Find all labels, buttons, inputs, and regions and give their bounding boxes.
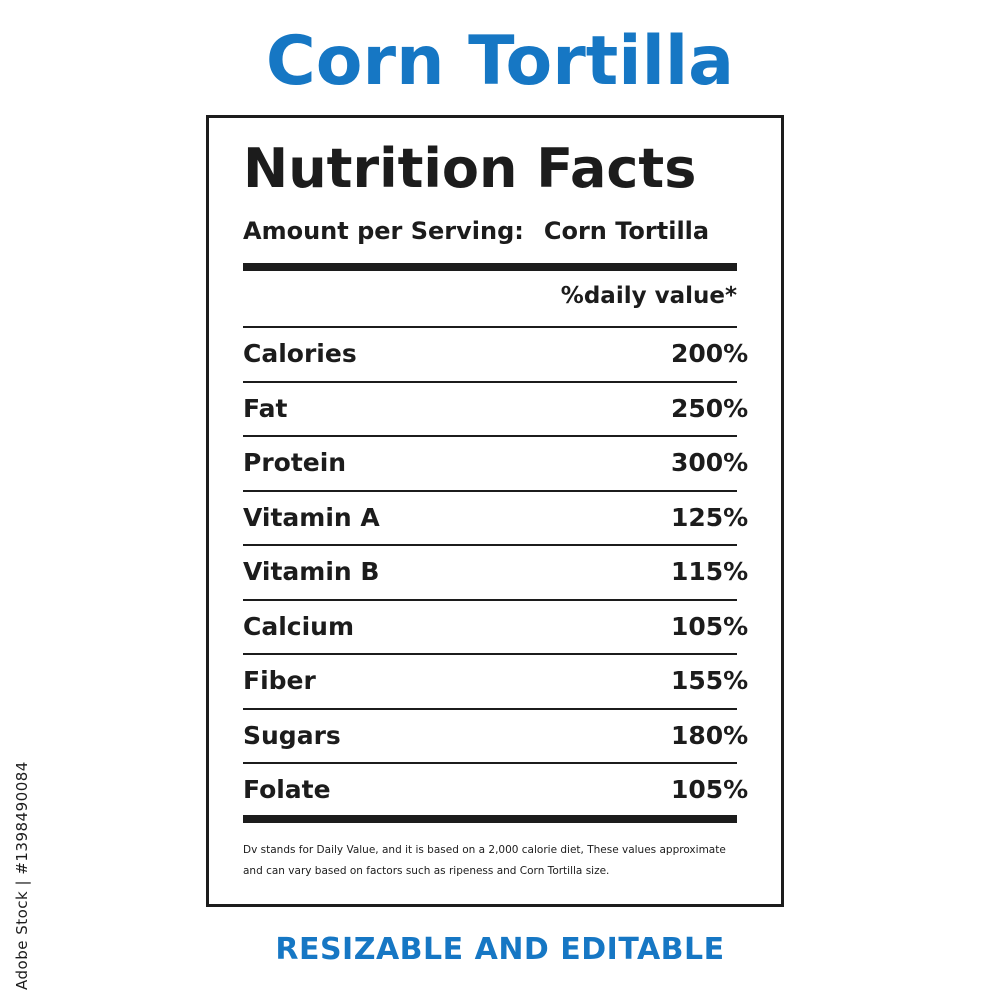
serving-line: Amount per Serving: Corn Tortilla xyxy=(243,214,709,248)
nutrient-name: Vitamin A xyxy=(243,502,380,532)
nutrient-row-calories: Calories 200% xyxy=(243,326,748,381)
nutrient-name: Protein xyxy=(243,448,347,477)
nutrient-name: Fiber xyxy=(243,666,316,695)
nutrient-percent: 105% xyxy=(671,775,749,804)
nutrition-label: Nutrition Facts Amount per Serving: Corn … xyxy=(206,115,784,907)
nutrient-name: Sugars xyxy=(243,720,341,750)
serving-label: Amount per Serving: xyxy=(243,217,524,245)
nutrient-name: Fat xyxy=(243,393,288,423)
footnote-line-2: and can vary based on factors such as ri… xyxy=(243,865,610,877)
footnote-line-1: Dv stands for Daily Value, and it is bas… xyxy=(243,844,726,856)
nutrient-name: Calories xyxy=(243,339,357,368)
nutrient-row-protein: Protein 300% xyxy=(243,435,748,490)
nutrient-row-sugars: Sugars 180% xyxy=(243,707,748,763)
nutrient-name: Calcium xyxy=(243,611,355,641)
daily-value-header: %daily value* xyxy=(560,283,737,309)
nutrient-table: Calories 200% Fat 250% Protein 300% Vita… xyxy=(243,326,748,817)
nutrient-percent: 180% xyxy=(671,720,749,750)
nutrient-percent: 300% xyxy=(671,448,749,477)
nutrient-row-vitamin-b: Vitamin B 115% xyxy=(243,544,748,599)
top-divider xyxy=(243,263,737,271)
nutrient-name: Folate xyxy=(243,775,331,804)
nutrient-row-fiber: Fiber 155% xyxy=(243,653,748,708)
serving-value: Corn Tortilla xyxy=(543,217,710,245)
stock-watermark: Adobe Stock | #1398490084 xyxy=(13,761,31,990)
nutrient-percent: 250% xyxy=(671,393,749,423)
nutrient-row-vitamin-a: Vitamin A 125% xyxy=(243,489,748,545)
nutrient-percent: 155% xyxy=(671,666,749,695)
nutrient-percent: 125% xyxy=(671,502,749,532)
page-title: Corn Tortilla xyxy=(265,22,735,101)
nutrient-percent: 200% xyxy=(671,339,749,368)
nutrient-row-calcium: Calcium 105% xyxy=(243,598,748,654)
nutrient-percent: 105% xyxy=(671,611,749,641)
nutrient-row-folate: Folate 105% xyxy=(243,762,748,817)
nutrient-row-fat: Fat 250% xyxy=(243,380,748,436)
nutrition-facts-heading: Nutrition Facts xyxy=(243,137,697,200)
bottom-divider xyxy=(243,815,737,823)
nutrient-name: Vitamin B xyxy=(243,557,380,586)
nutrient-percent: 115% xyxy=(671,557,749,586)
footnote: Dv stands for Daily Value, and it is bas… xyxy=(243,840,773,882)
resizable-editable-caption: RESIZABLE AND EDITABLE xyxy=(275,932,725,967)
